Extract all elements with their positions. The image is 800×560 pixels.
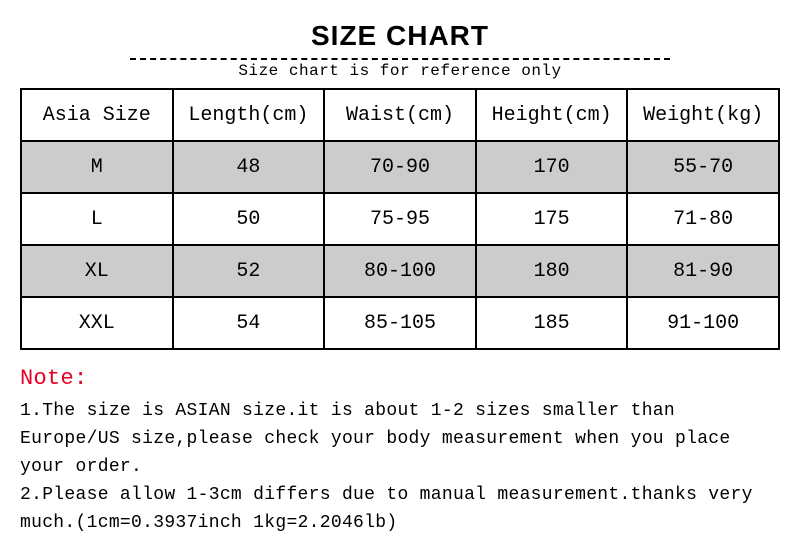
table-row: XXL5485-10518591-100 bbox=[21, 297, 779, 349]
table-row: M4870-9017055-70 bbox=[21, 141, 779, 193]
table-cell: 55-70 bbox=[627, 141, 779, 193]
note-heading: Note: bbox=[20, 362, 780, 396]
col-header: Asia Size bbox=[21, 89, 173, 141]
table-cell: 75-95 bbox=[324, 193, 476, 245]
table-cell: 80-100 bbox=[324, 245, 476, 297]
note-block: Note: 1.The size is ASIAN size.it is abo… bbox=[20, 362, 780, 538]
subtitle: Size chart is for reference only bbox=[20, 62, 780, 80]
col-header: Height(cm) bbox=[476, 89, 628, 141]
note-line: 2.Please allow 1-3cm differs due to manu… bbox=[20, 482, 780, 538]
table-cell: 91-100 bbox=[627, 297, 779, 349]
table-cell: 81-90 bbox=[627, 245, 779, 297]
divider-dashed bbox=[130, 58, 670, 60]
table-cell: 70-90 bbox=[324, 141, 476, 193]
page-title: SIZE CHART bbox=[20, 20, 780, 52]
table-row: XL5280-10018081-90 bbox=[21, 245, 779, 297]
title-block: SIZE CHART Size chart is for reference o… bbox=[20, 20, 780, 80]
table-cell: 71-80 bbox=[627, 193, 779, 245]
table-cell: 54 bbox=[173, 297, 325, 349]
table-cell: XL bbox=[21, 245, 173, 297]
size-chart-table: Asia Size Length(cm) Waist(cm) Height(cm… bbox=[20, 88, 780, 350]
table-header: Asia Size Length(cm) Waist(cm) Height(cm… bbox=[21, 89, 779, 141]
col-header: Length(cm) bbox=[173, 89, 325, 141]
table-cell: L bbox=[21, 193, 173, 245]
table-cell: 85-105 bbox=[324, 297, 476, 349]
table-cell: 52 bbox=[173, 245, 325, 297]
table-cell: M bbox=[21, 141, 173, 193]
table-cell: 50 bbox=[173, 193, 325, 245]
table-cell: 180 bbox=[476, 245, 628, 297]
col-header: Waist(cm) bbox=[324, 89, 476, 141]
table-cell: 48 bbox=[173, 141, 325, 193]
table-cell: 185 bbox=[476, 297, 628, 349]
table-row: L5075-9517571-80 bbox=[21, 193, 779, 245]
table-cell: XXL bbox=[21, 297, 173, 349]
note-line: 1.The size is ASIAN size.it is about 1-2… bbox=[20, 398, 780, 482]
col-header: Weight(kg) bbox=[627, 89, 779, 141]
table-cell: 175 bbox=[476, 193, 628, 245]
table-body: M4870-9017055-70L5075-9517571-80XL5280-1… bbox=[21, 141, 779, 349]
table-cell: 170 bbox=[476, 141, 628, 193]
